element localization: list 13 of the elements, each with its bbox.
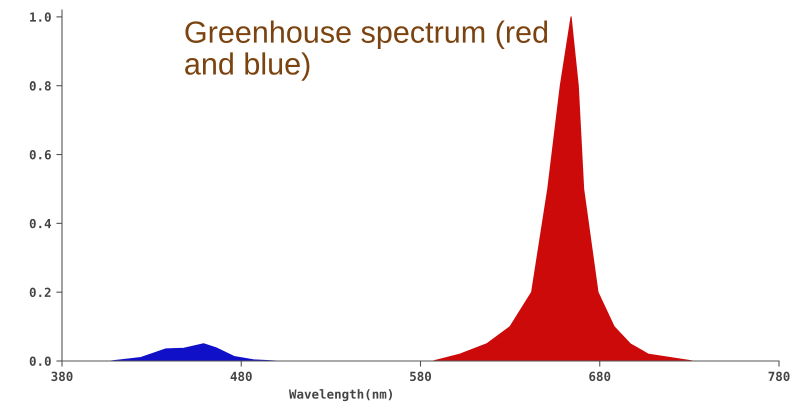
x-tick-label: 580 [410, 372, 432, 382]
y-tick-label: 0.0 [30, 356, 51, 366]
x-tick-label: 480 [230, 372, 252, 382]
x-tick-label: 380 [51, 372, 73, 382]
y-tick-label: 0.6 [30, 150, 51, 160]
y-tick-label: 0.8 [30, 81, 51, 91]
y-tick-label: 0.2 [30, 288, 51, 298]
y-tick-label: 0.4 [30, 218, 52, 228]
y-tick-label: 1.0 [30, 12, 51, 22]
x-tick-label: 680 [589, 372, 610, 382]
x-axis-title: Wavelength(nm) [288, 389, 392, 402]
x-tick-label: 780 [768, 372, 790, 382]
text: Greenhouse spectrum (red and blue) [185, 20, 548, 81]
